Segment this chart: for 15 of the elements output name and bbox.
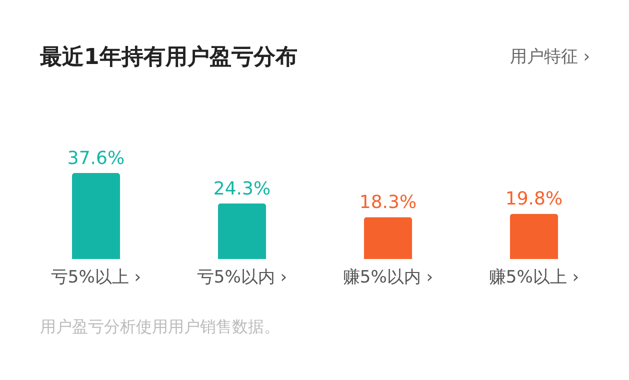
bar: [72, 173, 120, 259]
data-label: 18.3%: [359, 192, 417, 214]
bar: [218, 203, 266, 259]
x-tick-label: 亏5%以内 ›: [196, 268, 288, 288]
bar: [364, 217, 412, 259]
data-label: 19.8%: [505, 188, 563, 210]
bar: [510, 214, 558, 259]
chart-title: 最近1年持有用户盈亏分布: [39, 44, 298, 70]
data-label: 24.3%: [213, 178, 271, 200]
text: 用户特征 ›: [510, 47, 590, 67]
x-tick-label: 赚5%以上 ›: [488, 268, 580, 288]
x-tick-label: 赚5%以内 ›: [342, 268, 434, 288]
x-tick-label: 亏5%以上 ›: [50, 268, 142, 288]
data-label: 37.6%: [67, 148, 125, 169]
text: 用户盈亏分析使用用户销售数据。: [40, 317, 280, 336]
